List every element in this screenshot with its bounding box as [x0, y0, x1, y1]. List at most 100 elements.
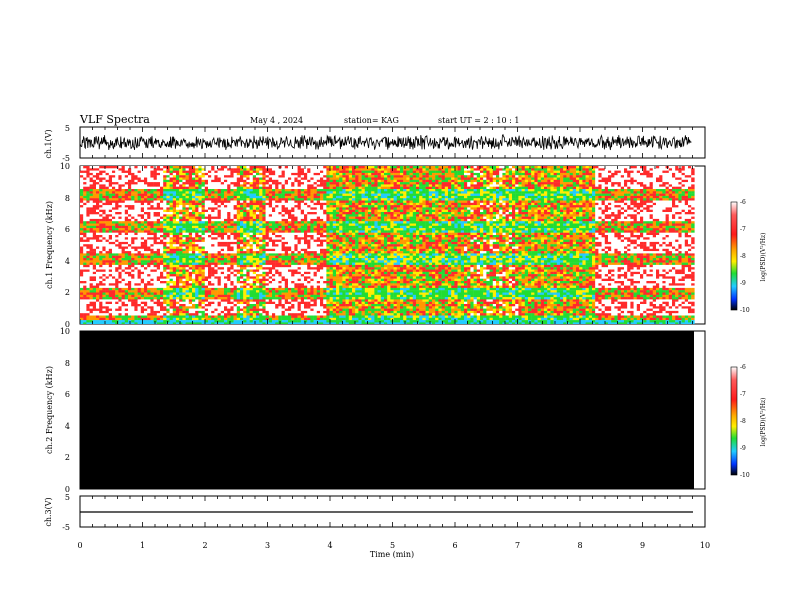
spectrogram-cell: [281, 301, 285, 305]
spectrogram-cell: [115, 267, 119, 270]
spectrogram-cell: [252, 290, 257, 293]
spectrogram-cell: [230, 172, 234, 176]
spectrogram-cell: [176, 271, 180, 275]
spectrogram-cell: [291, 281, 295, 284]
spectrogram-cell: [214, 285, 218, 289]
spectrogram-cell: [259, 193, 263, 197]
spectrogram-cell: [188, 237, 193, 240]
spectrogram-cell: [268, 267, 273, 270]
spectrogram-cell: [128, 198, 132, 201]
spectrogram-cell: [281, 241, 285, 245]
spectrogram-cell: [179, 232, 183, 236]
spectrogram-cell: [220, 278, 225, 282]
spectrogram-cell: [208, 225, 212, 229]
spectrogram-cell: [144, 168, 148, 171]
spectrogram-cell: [198, 269, 202, 272]
spectrogram-cell: [115, 287, 119, 291]
spectrogram-cell: [304, 315, 308, 318]
spectrogram-cell: [233, 248, 237, 252]
spectrogram-cell: [246, 175, 250, 178]
spectrogram-cell: [256, 177, 260, 180]
spectrogram-cell: [259, 205, 263, 208]
spectrogram-cell: [150, 200, 154, 203]
spectrogram-cell: [160, 230, 164, 233]
spectrogram-cell: [150, 299, 154, 302]
spectrogram-cell: [208, 186, 212, 190]
spectrogram-cell: [284, 258, 289, 261]
spectrogram-cell: [163, 297, 167, 300]
spectrogram-cell: [137, 262, 141, 266]
spectrogram-cell: [300, 216, 305, 220]
spectrogram-cell: [211, 320, 215, 323]
spectrogram-cell: [121, 274, 125, 277]
spectrogram-cell: [288, 269, 292, 272]
spectrogram-cell: [134, 306, 138, 309]
spectrogram-cell: [240, 244, 244, 247]
spectrogram-cell: [147, 177, 151, 180]
spectrogram-cell: [118, 193, 122, 197]
spectrogram-cell: [176, 292, 180, 295]
spectrogram-cell: [275, 195, 279, 199]
spectrogram-cell: [246, 225, 250, 229]
spectrogram-cell: [230, 195, 234, 199]
spectrogram-cell: [102, 308, 106, 312]
spectrogram-cell: [265, 237, 269, 240]
spectrogram-cell: [243, 237, 247, 240]
spectrogram-cell: [92, 308, 97, 312]
spectrogram-cell: [89, 258, 93, 261]
spectrogram-cell: [272, 168, 276, 171]
spectrogram-cell: [240, 237, 244, 240]
spectrogram-cell: [105, 248, 109, 252]
spectrogram-cell: [169, 246, 173, 249]
spectrogram-cell: [230, 202, 234, 206]
spectrogram-cell: [272, 200, 276, 203]
spectrogram-cell: [144, 278, 148, 282]
spectrogram-cell: [265, 223, 269, 226]
spectrogram-cell: [201, 258, 205, 261]
spectrogram-cell: [278, 179, 282, 183]
spectrogram-cell: [105, 235, 109, 238]
spectrogram-cell: [300, 269, 305, 272]
spectrogram-cell: [201, 290, 205, 293]
spectrogram-cell: [144, 253, 148, 256]
spectrogram-cell: [86, 216, 90, 220]
spectrogram-cell: [115, 221, 119, 224]
spectrogram-cell: [259, 175, 263, 178]
spectrogram-cell: [92, 285, 97, 289]
spectrogram-cell: [198, 308, 202, 312]
spectrogram-cell: [227, 251, 231, 254]
spectrogram-cell: [182, 198, 186, 201]
spectrogram-cell: [185, 310, 189, 314]
spectrogram-cell: [96, 246, 100, 249]
spectrogram-cell: [198, 216, 202, 220]
spectrogram-cell: [227, 209, 231, 213]
spectrogram-cell: [240, 310, 244, 314]
spectrogram-cell: [86, 317, 90, 321]
spectrogram-cell: [105, 308, 109, 312]
spectrogram-cell: [307, 255, 311, 259]
spectrogram-cell: [188, 218, 193, 222]
spectrogram-cell: [131, 255, 135, 259]
spectrogram-cell: [214, 241, 218, 245]
spectrogram-cell: [89, 246, 93, 249]
spectrogram-cell: [307, 175, 311, 178]
spectrogram-cell: [204, 179, 209, 183]
spectrogram-cell: [80, 310, 84, 314]
spectrogram-cell: [112, 248, 116, 252]
spectrogram-cell: [124, 246, 129, 249]
spectrogram-cell: [224, 274, 228, 277]
spectrogram-cell: [195, 202, 199, 206]
spectrogram-cell: [156, 172, 161, 176]
spectrogram-cell: [188, 320, 193, 323]
spectrogram-cell: [246, 191, 250, 194]
spectrogram-cell: [169, 193, 173, 197]
spectrogram-cell: [156, 235, 161, 238]
spectrogram-cell: [262, 290, 266, 293]
spectrogram-cell: [259, 317, 263, 321]
spectrogram-cell: [275, 182, 279, 185]
spectrogram-cell: [265, 205, 269, 208]
spectrogram-cell: [131, 262, 135, 266]
spectrogram-cell: [188, 292, 193, 295]
spectrogram-cell: [176, 202, 180, 206]
spectrogram-cell: [176, 285, 180, 289]
